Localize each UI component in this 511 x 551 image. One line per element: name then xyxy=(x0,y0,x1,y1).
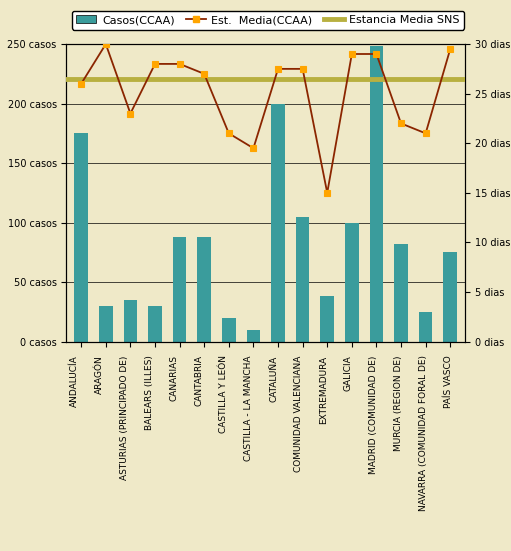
Text: CANTABRIA: CANTABRIA xyxy=(195,355,203,407)
Text: MADRID (COMUNIDAD DE): MADRID (COMUNIDAD DE) xyxy=(369,355,378,474)
Bar xyxy=(444,252,457,342)
Bar xyxy=(124,300,137,342)
Text: ARAGÓN: ARAGÓN xyxy=(95,355,104,394)
Bar xyxy=(369,46,383,342)
Legend: Casos(CCAA), Est.  Media(CCAA), Estancia Media SNS: Casos(CCAA), Est. Media(CCAA), Estancia … xyxy=(72,10,464,30)
Bar xyxy=(394,244,408,342)
Bar xyxy=(173,237,187,342)
Text: CASTILLA - LA MANCHA: CASTILLA - LA MANCHA xyxy=(244,355,253,461)
Bar xyxy=(271,104,285,342)
Text: ANDALUCÍA: ANDALUCÍA xyxy=(70,355,79,407)
Text: PAÍS VASCO: PAÍS VASCO xyxy=(444,355,453,408)
Text: NAVARRA (COMUNIDAD FORAL DE): NAVARRA (COMUNIDAD FORAL DE) xyxy=(419,355,428,511)
Text: GALICIA: GALICIA xyxy=(344,355,353,391)
Text: ASTURIAS (PRINCIPADO DE): ASTURIAS (PRINCIPADO DE) xyxy=(120,355,129,480)
Text: CASTILLA Y LEÓN: CASTILLA Y LEÓN xyxy=(219,355,228,434)
Bar xyxy=(296,217,309,342)
Bar xyxy=(148,306,162,342)
Text: MURCIA (REGION DE): MURCIA (REGION DE) xyxy=(394,355,403,451)
Bar xyxy=(345,223,359,342)
Bar xyxy=(419,312,432,342)
Bar xyxy=(75,133,88,342)
Bar xyxy=(99,306,112,342)
Text: EXTREMADURA: EXTREMADURA xyxy=(319,355,328,424)
Text: CATALUÑA: CATALUÑA xyxy=(269,355,278,402)
Text: CANARIAS: CANARIAS xyxy=(170,355,178,401)
Text: BALEARS (ILLES): BALEARS (ILLES) xyxy=(145,355,154,430)
Text: COMUNIDAD VALENCIANA: COMUNIDAD VALENCIANA xyxy=(294,355,303,472)
Bar xyxy=(197,237,211,342)
Bar xyxy=(222,318,236,342)
Bar xyxy=(247,329,260,342)
Bar xyxy=(320,296,334,342)
